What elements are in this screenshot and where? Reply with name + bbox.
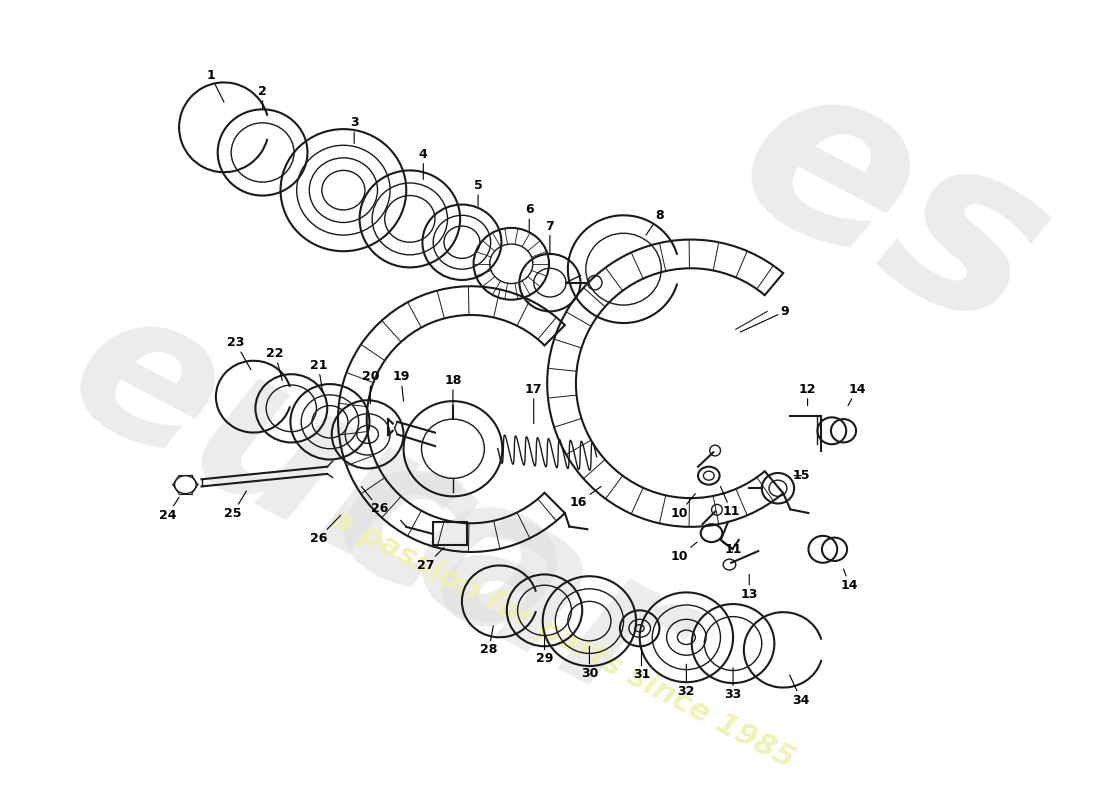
Text: 4: 4 <box>419 148 428 179</box>
Text: 27: 27 <box>417 547 444 572</box>
Text: 8: 8 <box>646 209 663 235</box>
Text: 1: 1 <box>206 69 224 102</box>
Bar <box>433 522 468 545</box>
Text: 16: 16 <box>570 486 601 509</box>
Text: 6: 6 <box>525 203 533 230</box>
Text: 14: 14 <box>842 569 858 592</box>
Text: 12: 12 <box>799 383 816 406</box>
Text: 10: 10 <box>670 494 695 520</box>
Text: 11: 11 <box>720 486 740 518</box>
Text: 5: 5 <box>474 179 483 206</box>
Text: 14: 14 <box>848 383 866 406</box>
Text: 25: 25 <box>224 491 246 520</box>
Text: euro: euro <box>39 266 598 690</box>
Text: 23: 23 <box>227 336 251 370</box>
Text: 26: 26 <box>309 515 341 545</box>
Text: 31: 31 <box>632 646 650 682</box>
Text: a passion for parts since 1985: a passion for parts since 1985 <box>327 504 800 774</box>
Text: 33: 33 <box>725 668 741 702</box>
Text: 19: 19 <box>393 370 409 401</box>
Text: 9: 9 <box>740 305 790 332</box>
Text: 24: 24 <box>158 498 179 522</box>
Text: es: es <box>701 31 1085 385</box>
Text: 29: 29 <box>536 634 553 666</box>
Text: 28: 28 <box>481 626 497 656</box>
Text: 11: 11 <box>723 542 741 556</box>
Text: 3: 3 <box>350 116 359 143</box>
Text: 18: 18 <box>444 374 462 406</box>
Text: 34: 34 <box>790 675 810 706</box>
Text: 2: 2 <box>258 85 267 110</box>
Text: 26: 26 <box>362 486 388 515</box>
Text: 15: 15 <box>792 469 810 482</box>
Text: 20: 20 <box>362 370 380 404</box>
Text: 22: 22 <box>266 347 284 381</box>
Text: 30: 30 <box>581 646 598 680</box>
Text: 10: 10 <box>670 542 697 563</box>
Text: 7: 7 <box>546 219 554 255</box>
Text: 17: 17 <box>525 383 542 424</box>
Text: 32: 32 <box>678 664 695 698</box>
Text: 21: 21 <box>309 358 327 392</box>
Text: 13: 13 <box>740 574 758 601</box>
Text: car: car <box>300 407 714 754</box>
